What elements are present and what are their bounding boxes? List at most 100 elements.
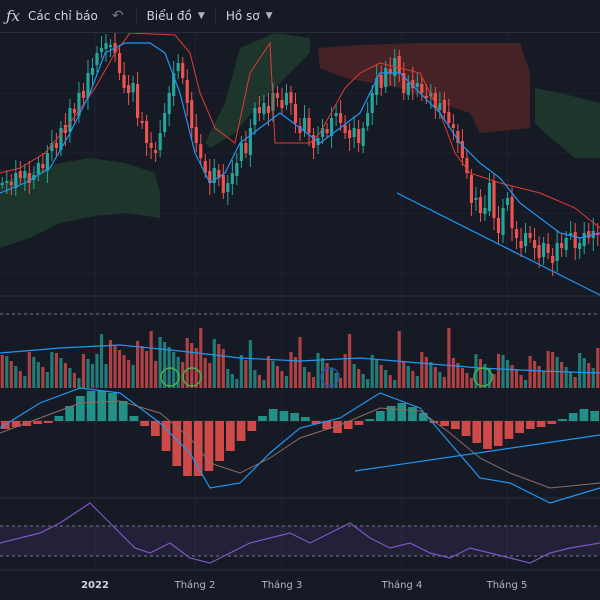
volume-bar — [68, 368, 72, 388]
volume-bar — [280, 371, 284, 388]
candle-body — [253, 108, 257, 125]
candle-body — [533, 240, 537, 248]
volume-bar — [41, 367, 45, 388]
volume-bar — [451, 358, 455, 388]
volume-bar — [334, 373, 338, 388]
volume-bar — [271, 361, 275, 388]
tenkan-line — [0, 42, 600, 239]
candle-body — [447, 112, 451, 123]
candle-body — [496, 218, 501, 233]
cloud-segment — [535, 88, 600, 158]
volume-bar — [429, 362, 433, 388]
candle-body — [27, 173, 31, 183]
candle-body — [379, 75, 383, 88]
candle-body — [384, 68, 388, 87]
macd-histogram-bar — [43, 421, 53, 423]
macd-histogram-bar — [290, 413, 299, 421]
candle-body — [569, 233, 573, 235]
volume-bar — [420, 352, 424, 388]
volume-bar — [172, 352, 176, 388]
candle-body — [289, 92, 293, 103]
volume-bar — [438, 372, 442, 388]
undo-button[interactable]: ↶ — [104, 0, 132, 33]
volume-bar — [366, 379, 370, 388]
volume-pane — [0, 313, 600, 388]
macd-histogram-bar — [183, 421, 192, 476]
candle-body — [375, 78, 379, 95]
macd-histogram-bar — [376, 411, 385, 421]
candle-body — [334, 113, 338, 116]
volume-bar — [239, 355, 243, 388]
macd-histogram-bar — [108, 393, 117, 421]
profile-menu-button[interactable]: Hồ sơ ▼ — [220, 0, 279, 33]
volume-bar — [551, 352, 555, 388]
candle-body — [537, 245, 541, 258]
candle-body — [546, 244, 550, 253]
volume-bar — [32, 357, 36, 388]
candle-body — [560, 243, 564, 248]
volume-bar — [86, 359, 90, 388]
candle-body — [262, 103, 266, 114]
volume-bar — [510, 365, 514, 388]
candle-body — [298, 126, 302, 133]
volume-bar — [406, 366, 410, 388]
candle-body — [208, 171, 212, 183]
volume-bar — [478, 359, 483, 388]
volume-bar — [208, 363, 212, 388]
volume-bar — [379, 365, 383, 388]
macd-histogram-bar — [301, 417, 310, 421]
macd-histogram-bar — [461, 421, 471, 436]
macd-histogram-bar — [579, 409, 589, 421]
volume-bar — [226, 369, 230, 388]
candle-body — [126, 85, 131, 93]
price-chart-canvas[interactable]: 2022 Tháng 2 Tháng 3 Tháng 4 Tháng 5 — [0, 33, 600, 600]
macd-histogram-bar — [22, 421, 32, 426]
candle-body — [244, 143, 248, 153]
chart-menu-button[interactable]: Biểu đồ ▼ — [141, 0, 211, 33]
candle-body — [442, 100, 446, 113]
x-tick-label: Tháng 2 — [174, 579, 216, 591]
candle-body — [370, 93, 374, 113]
candle-body — [90, 68, 95, 75]
profile-menu-label: Hồ sơ — [225, 9, 260, 23]
volume-bar — [501, 355, 505, 388]
candle-body — [230, 173, 234, 184]
macd-histogram-bar — [151, 421, 160, 436]
volume-bar — [104, 364, 108, 388]
volume-bar — [596, 348, 600, 388]
volume-bar — [424, 357, 428, 388]
volume-bar — [59, 358, 63, 388]
volume-bar — [483, 364, 487, 388]
indicators-label: Các chỉ báo — [28, 9, 98, 23]
volume-bar — [587, 363, 591, 388]
volume-bar — [564, 367, 568, 388]
volume-bar — [307, 372, 311, 388]
volume-bar — [284, 376, 289, 388]
macd-histogram-bar — [386, 406, 396, 421]
volume-bar — [77, 378, 81, 388]
indicators-button[interactable]: ƒx Các chỉ báo — [0, 0, 104, 33]
macd-histogram-bar — [515, 421, 524, 433]
candle-body — [573, 232, 577, 248]
volume-bar — [293, 357, 298, 388]
cloud-segment — [0, 158, 160, 248]
candle-body — [582, 233, 586, 246]
candle-body — [275, 93, 280, 98]
candle-body — [45, 153, 49, 171]
candle-body — [433, 93, 437, 108]
ichimoku-cloud — [0, 33, 600, 248]
macd-histogram-bar — [343, 421, 353, 429]
macd-histogram-bar — [268, 409, 278, 421]
candle-body — [465, 158, 469, 173]
candle-body — [469, 175, 474, 203]
macd-histogram-bar — [54, 416, 64, 421]
macd-histogram-bar — [118, 401, 128, 421]
volume-bar — [275, 366, 280, 388]
candle-body — [117, 53, 122, 73]
volume-bar — [591, 368, 595, 388]
volume-bar — [519, 375, 523, 388]
macd-histogram-bar — [129, 416, 139, 421]
volume-bar — [546, 351, 550, 388]
macd-histogram-bar — [397, 403, 407, 421]
candle-body — [293, 104, 298, 123]
